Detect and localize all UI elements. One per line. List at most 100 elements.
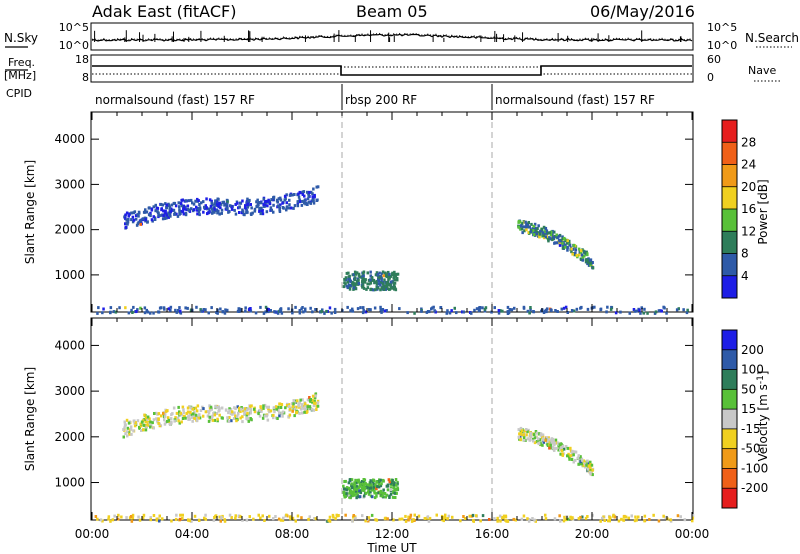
data-cell xyxy=(246,203,249,206)
data-cell xyxy=(346,286,349,290)
data-cell xyxy=(355,492,358,496)
data-cell xyxy=(580,258,583,261)
data-cell xyxy=(311,398,314,402)
data-cell xyxy=(170,519,173,523)
data-cell xyxy=(163,212,167,216)
data-cell xyxy=(377,282,381,286)
data-cell xyxy=(470,311,473,315)
data-cell xyxy=(112,310,116,314)
data-cell xyxy=(239,410,242,413)
colorbar-tick-label: -50 xyxy=(741,442,761,456)
data-cell xyxy=(179,513,182,517)
data-cell xyxy=(396,482,399,486)
data-cell xyxy=(581,515,584,519)
data-cell xyxy=(389,488,393,492)
data-cell xyxy=(372,288,375,292)
data-cell xyxy=(169,417,173,421)
data-cell xyxy=(373,306,377,310)
data-cell xyxy=(220,516,223,519)
data-cell xyxy=(281,414,284,418)
data-cell xyxy=(277,409,280,412)
data-cell xyxy=(369,274,373,278)
data-cell xyxy=(313,193,316,197)
nsearch-label: N.Search xyxy=(745,31,799,45)
data-cell xyxy=(461,310,464,314)
data-cell xyxy=(561,237,564,241)
data-cell xyxy=(453,306,456,310)
data-cell xyxy=(203,516,206,520)
data-cell xyxy=(572,453,575,457)
data-cell xyxy=(361,280,364,284)
data-cell xyxy=(574,251,577,255)
data-cell xyxy=(627,516,630,520)
data-cell xyxy=(367,278,371,282)
data-cell xyxy=(123,215,126,219)
data-cell xyxy=(250,404,253,408)
data-cell xyxy=(220,208,224,212)
data-cell xyxy=(149,425,152,429)
data-cell xyxy=(133,210,137,214)
data-cell xyxy=(186,406,190,410)
data-cell xyxy=(519,437,522,441)
data-cell xyxy=(249,405,252,409)
data-cell xyxy=(396,486,399,490)
data-cell xyxy=(114,310,118,314)
data-cell xyxy=(344,479,347,483)
data-cell xyxy=(544,227,548,230)
data-cell xyxy=(159,414,163,418)
data-cell xyxy=(498,514,502,518)
data-cell xyxy=(407,518,410,522)
data-cell xyxy=(527,221,530,224)
data-cell xyxy=(277,204,280,208)
data-cell xyxy=(517,225,520,229)
data-cell xyxy=(158,424,162,428)
data-cell xyxy=(273,310,276,314)
data-cell xyxy=(371,495,374,499)
data-cell xyxy=(563,515,566,519)
data-cell xyxy=(218,201,221,205)
data-cell xyxy=(479,519,482,523)
data-cell xyxy=(506,310,509,314)
data-cell xyxy=(213,418,216,422)
data-cell xyxy=(157,213,160,217)
data-cell xyxy=(394,488,397,492)
data-cell xyxy=(127,311,131,315)
data-cell xyxy=(513,306,516,310)
data-cell xyxy=(546,441,549,445)
data-cell xyxy=(157,421,160,425)
data-cell xyxy=(364,486,367,490)
data-cell xyxy=(581,248,584,252)
data-cell xyxy=(582,463,585,467)
data-cell xyxy=(195,205,198,209)
data-cell xyxy=(306,398,310,402)
data-cell xyxy=(357,272,361,276)
data-cell xyxy=(178,208,181,212)
data-cell xyxy=(186,204,190,208)
noise-panel xyxy=(90,22,694,51)
data-cell xyxy=(162,411,165,415)
data-cell xyxy=(188,417,191,421)
data-cell xyxy=(229,204,232,208)
data-cell xyxy=(354,516,357,520)
data-cell xyxy=(308,190,311,194)
data-cell xyxy=(369,486,373,490)
data-cell xyxy=(549,308,553,312)
noise-right-tick-top: 10^5 xyxy=(707,21,737,34)
data-cell xyxy=(111,518,115,522)
data-cell xyxy=(577,454,580,458)
data-cell xyxy=(601,516,604,520)
data-cell xyxy=(218,515,221,519)
data-cell xyxy=(291,193,294,197)
data-cell xyxy=(358,489,361,493)
data-cell xyxy=(488,518,491,521)
data-cell xyxy=(353,490,356,494)
data-cell xyxy=(559,519,562,523)
data-cell xyxy=(246,197,249,201)
data-cell xyxy=(635,309,638,313)
data-cell xyxy=(216,419,219,423)
data-cell xyxy=(642,311,645,315)
data-cell xyxy=(691,516,695,520)
data-cell xyxy=(410,519,414,523)
data-cell xyxy=(178,306,181,310)
data-cell xyxy=(280,311,284,315)
